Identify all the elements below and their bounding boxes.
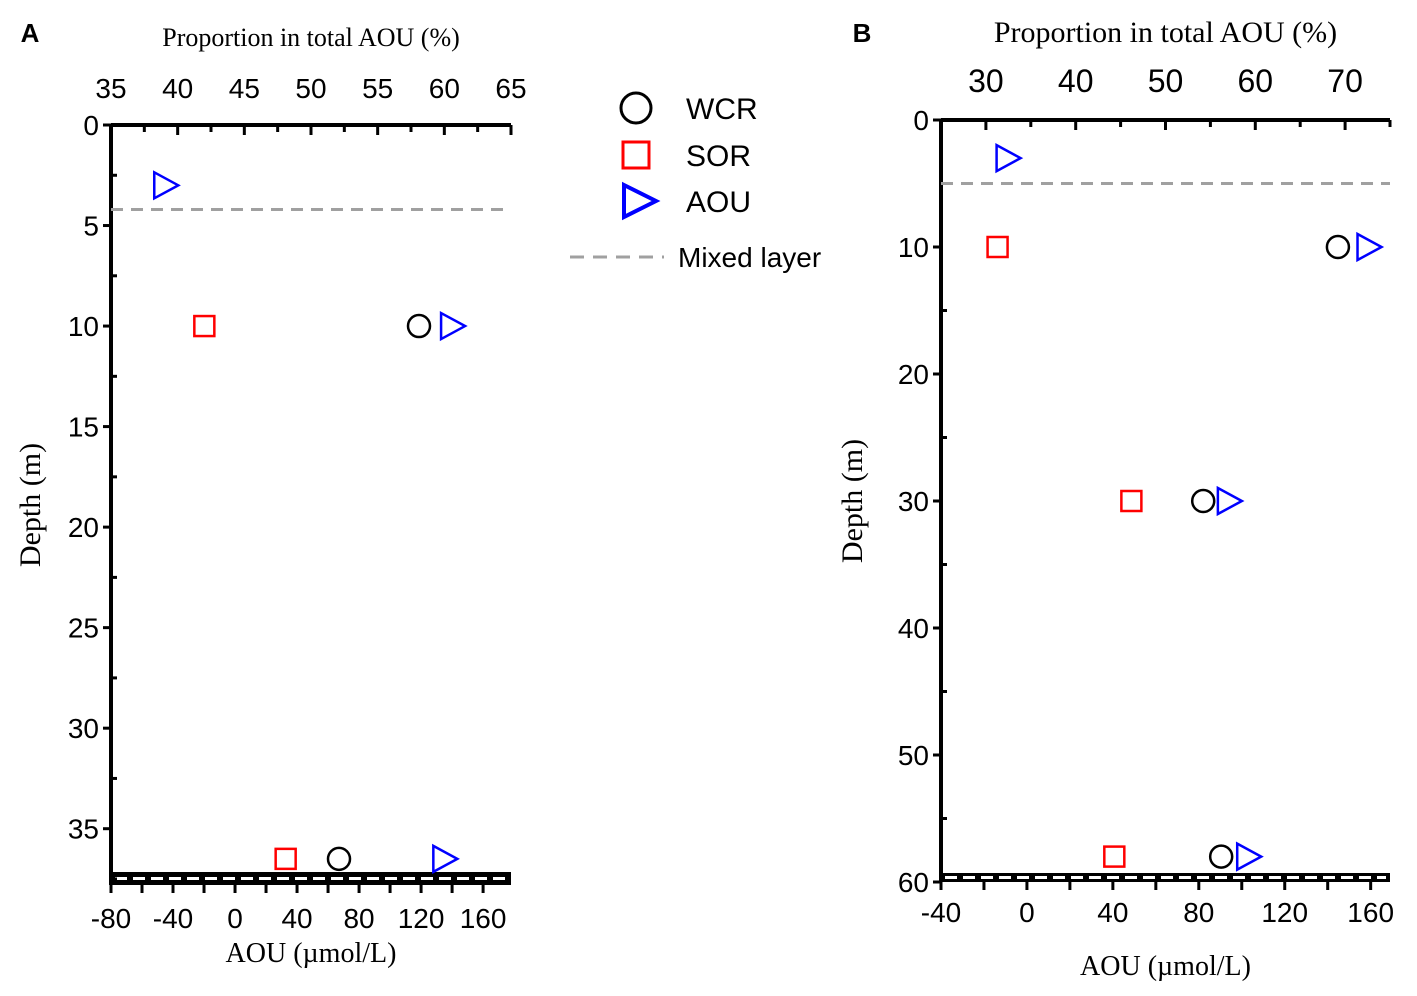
data-point-sor	[193, 314, 216, 338]
legend-item-aou: AOU	[622, 181, 751, 221]
data-point-wcr	[406, 313, 432, 339]
data-point-sor	[1103, 845, 1126, 868]
y-tick-label: 20	[68, 512, 99, 543]
top-tick-label: 60	[1238, 63, 1274, 99]
top-axis-title: Proportion in total AOU (%)	[994, 16, 1337, 49]
bottom-tick-label: 0	[227, 903, 243, 934]
top-axis-title: Proportion in total AOU (%)	[162, 23, 460, 52]
legend-item-sor: SOR	[621, 140, 751, 173]
top-tick-label: 45	[229, 73, 260, 104]
data-point-aou	[439, 310, 468, 342]
data-point-wcr	[1325, 234, 1351, 260]
bottom-tick-label: 160	[1347, 897, 1394, 928]
legend-label: WCR	[686, 93, 758, 126]
top-tick-label: 60	[429, 73, 460, 104]
data-point-aou	[1216, 485, 1245, 517]
bottom-tick-label: 40	[281, 903, 312, 934]
top-tick-label: 40	[1058, 63, 1094, 99]
y-tick-label: 15	[68, 412, 99, 443]
bottom-tick-label: 80	[1183, 897, 1214, 928]
data-point-aou	[995, 143, 1024, 174]
bottom-tick-label: 120	[398, 903, 445, 934]
legend-item-mixed-layer: Mixed layer	[570, 242, 821, 273]
panel-a: A Proportion in total AOU (%) AOU (µmol/L)…	[14, 18, 527, 969]
legend-item-wcr: WCR	[619, 91, 758, 126]
top-tick-label: 50	[295, 73, 326, 104]
bottom-axis-title: AOU (µmol/L)	[1080, 951, 1251, 982]
y-axis-title: Depth (m)	[14, 443, 47, 567]
legend-label: AOU	[686, 186, 751, 219]
y-tick-label: 10	[68, 311, 99, 342]
y-tick-label: 0	[913, 105, 929, 136]
data-point-sor	[1120, 489, 1143, 513]
panel-label: B	[853, 18, 872, 48]
top-tick-label: 65	[495, 73, 526, 104]
data-point-aou	[153, 170, 181, 201]
data-point-aou	[1356, 231, 1385, 263]
panel-b: B Proportion in total AOU (%) AOU (µmol/L)…	[836, 16, 1394, 982]
bottom-tick-label: 0	[1019, 897, 1035, 928]
y-tick-label: 5	[83, 211, 99, 242]
data-point-wcr	[326, 846, 352, 872]
top-tick-label: 35	[95, 73, 126, 104]
y-tick-label: 20	[898, 359, 929, 390]
y-tick-label: 25	[68, 613, 99, 644]
panel-label: A	[21, 18, 40, 48]
y-tick-label: 40	[898, 613, 929, 644]
data-point-wcr	[1190, 488, 1216, 514]
top-tick-label: 70	[1327, 63, 1363, 99]
bottom-tick-label: 120	[1261, 897, 1308, 928]
y-tick-label: 10	[898, 232, 929, 263]
data-point-sor	[274, 847, 297, 871]
y-axis-title: Depth (m)	[836, 439, 869, 563]
top-tick-label: 40	[162, 73, 193, 104]
data-point-wcr	[1208, 844, 1234, 869]
data-point-sor	[986, 235, 1009, 259]
legend-square-icon	[621, 140, 651, 170]
y-tick-label: 35	[68, 814, 99, 845]
top-tick-label: 50	[1148, 63, 1184, 99]
bottom-tick-label: -40	[921, 897, 961, 928]
bottom-tick-label: -40	[153, 903, 193, 934]
top-tick-label: 30	[968, 63, 1004, 99]
y-tick-label: 60	[898, 867, 929, 898]
legend-group: WCR SOR AOU Mixed layer	[570, 91, 821, 273]
seafloor-band	[111, 872, 511, 885]
legend-circle-icon	[619, 91, 653, 125]
top-tick-label: 55	[362, 73, 393, 104]
legend-triangle-icon	[622, 181, 661, 221]
bottom-tick-label: 40	[1097, 897, 1128, 928]
y-tick-label: 0	[83, 110, 99, 141]
data-point-aou	[1235, 841, 1264, 872]
y-tick-label: 30	[898, 486, 929, 517]
y-tick-label: 30	[68, 713, 99, 744]
legend-label: Mixed layer	[678, 242, 821, 273]
bottom-tick-label: 160	[460, 903, 507, 934]
bottom-tick-label: -80	[91, 903, 131, 934]
bottom-tick-label: 80	[343, 903, 374, 934]
data-point-aou	[432, 843, 460, 874]
legend-label: SOR	[686, 140, 751, 173]
bottom-axis-title: AOU (µmol/L)	[226, 938, 397, 969]
y-tick-label: 50	[898, 740, 929, 771]
